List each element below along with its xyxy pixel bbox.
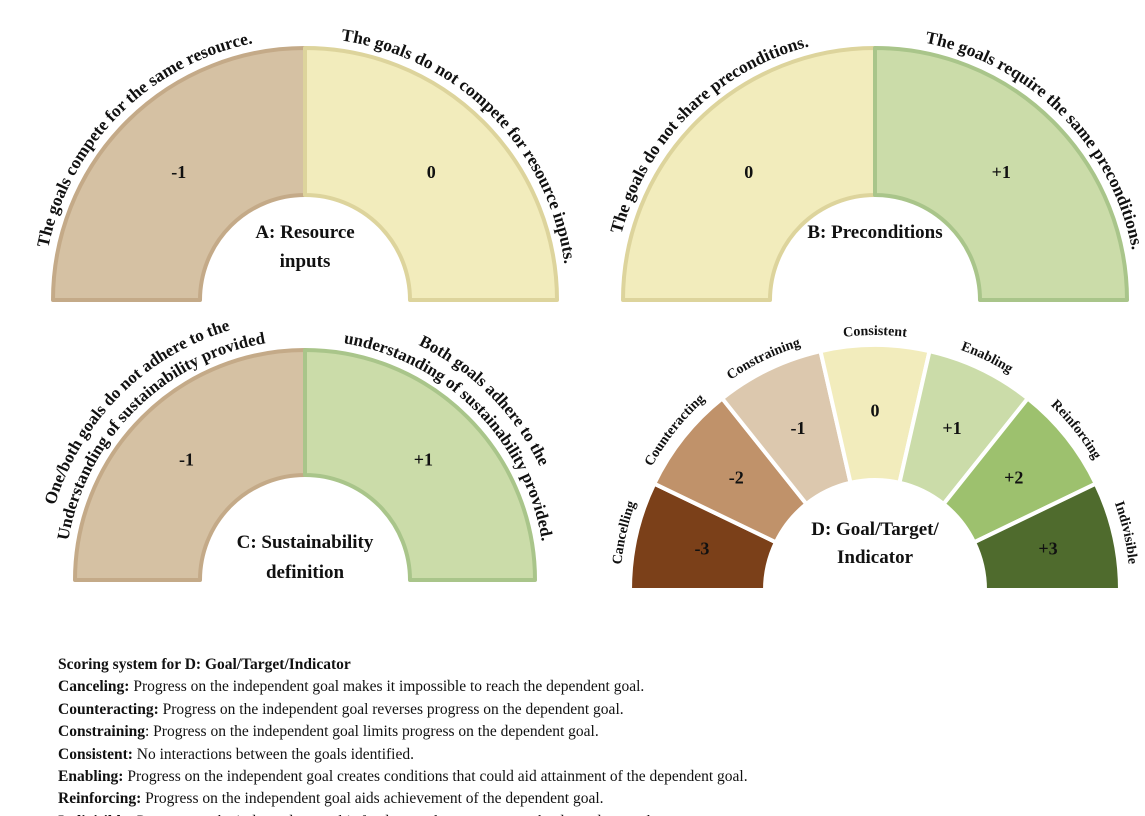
panel-title: D: Goal/Target/ (811, 519, 939, 540)
legend-term: Enabling: (58, 768, 124, 786)
panel-title: B: Preconditions (807, 222, 942, 243)
legend-text: Progress on the independent goal aids ac… (141, 790, 604, 808)
panel-title: Indicator (837, 547, 914, 568)
legend-text: No interactions between the goals identi… (132, 745, 414, 763)
gauge-segment (73, 348, 307, 582)
legend-item: Reinforcing: Progress on the independent… (58, 788, 748, 810)
segment-score: +1 (414, 450, 433, 470)
legend-heading: Scoring system for D: Goal/Target/Indica… (58, 654, 748, 676)
segment-score: +3 (1038, 539, 1057, 559)
gauge-segment (621, 46, 877, 302)
panel-title: definition (266, 562, 345, 583)
segment-score: -1 (179, 450, 194, 470)
segment-score: -1 (171, 162, 186, 182)
legend-text: Progress on the independent goal reverse… (158, 700, 624, 718)
legend-term: Reinforcing: (58, 790, 142, 808)
gauge-segment (972, 481, 1122, 592)
legend-item: Canceling: Progress on the independent g… (58, 676, 748, 698)
legend-text: Progress on the independent goal makes i… (129, 678, 645, 696)
segment-score: 0 (871, 401, 880, 421)
panel-title: C: Sustainability (237, 532, 374, 553)
legend: Scoring system for D: Goal/Target/Indica… (58, 654, 748, 816)
gauge-segment (303, 348, 537, 582)
segment-score: 0 (744, 162, 753, 182)
panel-title: inputs (280, 251, 331, 272)
panel-title: A: Resource (255, 222, 354, 243)
legend-item: Consistent: No interactions between the … (58, 744, 748, 766)
segment-score: +1 (942, 418, 961, 438)
legend-term: Constraining (58, 723, 145, 741)
segment-label: Consistent (842, 324, 908, 341)
segment-score: 0 (427, 162, 436, 182)
legend-item: Counteracting: Progress on the independe… (58, 699, 748, 721)
legend-text: Progress on the independent goal creates… (123, 768, 748, 786)
gauge-segment (51, 46, 307, 302)
segment-score: -3 (694, 539, 709, 559)
legend-item: Enabling: Progress on the independent go… (58, 766, 748, 788)
segment-score: +2 (1004, 467, 1023, 487)
legend-term: Consistent: (58, 745, 133, 763)
legend-text: Progress on the independent goal is fund… (133, 813, 655, 816)
gauge-segment (303, 46, 559, 302)
legend-item: Indivisible: Progress on the independent… (58, 811, 748, 816)
segment-score: -1 (790, 418, 805, 438)
segment-score: -2 (729, 467, 744, 487)
segment-score: +1 (992, 162, 1011, 182)
legend-heading-text: Scoring system for D: Goal/Target/Indica… (58, 656, 351, 673)
legend-item: Constraining: Progress on the independen… (58, 721, 748, 743)
segment-label-text: Consistent (842, 324, 908, 341)
legend-term: Indivisible: (58, 813, 133, 816)
legend-term: Canceling: (58, 678, 130, 696)
legend-term: Counteracting: (58, 700, 159, 718)
legend-text: : Progress on the independent goal limit… (145, 723, 599, 741)
gauge-segment (873, 46, 1129, 302)
